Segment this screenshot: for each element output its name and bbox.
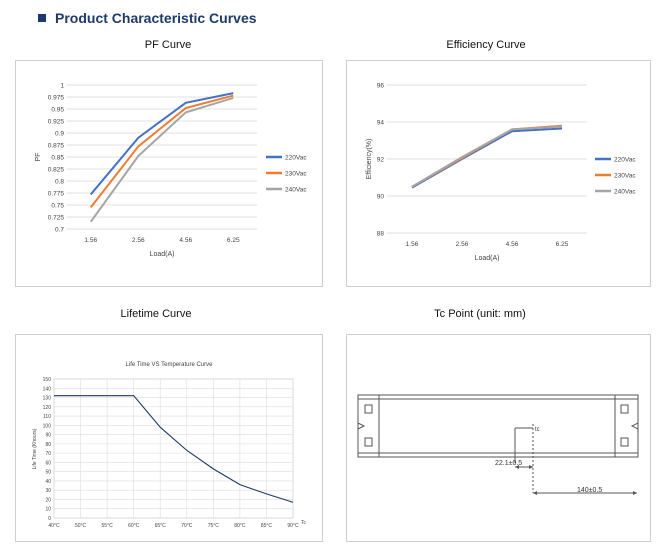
series-line-240Vac xyxy=(89,97,234,223)
y-tick-label: 0.9 xyxy=(55,131,64,138)
x-tick-label: 70°C xyxy=(181,523,193,529)
series-line-230Vac xyxy=(411,124,563,188)
x-axis-label: Tc xyxy=(301,520,307,526)
y-tick-label: 10 xyxy=(45,507,51,513)
y-tick-label: 150 xyxy=(43,377,52,383)
tc-dimension-22: 22.1±0.5 xyxy=(495,460,522,467)
x-tick-label: 4.56 xyxy=(179,237,192,244)
y-tick-label: 40 xyxy=(45,479,51,485)
efficiency-chart: 88 90 92 94 96 1.56 2.56 4.56 6.25 Load(A) Efficie… xyxy=(366,83,636,263)
housing-outline xyxy=(357,394,639,458)
y-tick-label: 94 xyxy=(377,120,385,127)
left-slot-bottom xyxy=(364,437,373,447)
y-tick-label: 0.925 xyxy=(48,119,65,126)
header-square-icon xyxy=(38,14,46,22)
legend-label: 240Vac xyxy=(285,187,307,194)
section-title: Product Characteristic Curves xyxy=(55,10,257,26)
pf-chart: 0.7 0.725 0.75 0.775 0.8 0.825 0.85 0.875 0.9 0.9… xyxy=(35,83,307,259)
x-tick-label: 1.56 xyxy=(84,237,97,244)
pf-curve-title: PF Curve xyxy=(144,39,192,51)
x-tick-label: 60°C xyxy=(128,523,140,529)
section-header: Product Characteristic Curves xyxy=(38,10,257,26)
x-axis-label: Load(A) xyxy=(475,255,500,262)
y-tick-label: 120 xyxy=(43,405,52,411)
y-tick-label: 130 xyxy=(43,396,52,402)
y-tick-label: 0.975 xyxy=(48,95,65,102)
lifetime-chart-panel: 0 10 20 30 40 50 60 70 80 90 100 110 120 130 140 150 40°… xyxy=(15,334,323,542)
left-slot-top xyxy=(364,404,373,414)
tc-point-title: Tc Point (unit: mm) xyxy=(434,308,526,320)
x-tick-label: 6.25 xyxy=(556,241,569,248)
y-tick-label: 88 xyxy=(377,231,385,238)
tc-dimension-140: 140±0.5 xyxy=(577,487,602,494)
series-line-220Vac xyxy=(89,92,234,196)
x-tick-label: 50°C xyxy=(75,523,87,529)
y-tick-label: 90 xyxy=(377,194,385,201)
x-tick-label: 1.56 xyxy=(406,241,419,248)
y-tick-label: 0.775 xyxy=(48,191,65,198)
x-tick-label: 85°C xyxy=(261,523,273,529)
y-axis-label: PF xyxy=(35,153,42,162)
y-tick-label: 140 xyxy=(43,386,52,392)
y-tick-label: 80 xyxy=(45,442,51,448)
y-tick-label: 0.85 xyxy=(51,155,64,162)
tc-drawing-panel: tc 22.1±0.5 140±0.5 xyxy=(346,334,651,542)
x-tick-label: 90°C xyxy=(287,523,299,529)
legend-label: 230Vac xyxy=(614,173,636,180)
plot-area xyxy=(53,378,294,519)
tc-drawing: tc 22.1±0.5 140±0.5 xyxy=(357,394,639,495)
lifetime-chart: 0 10 20 30 40 50 60 70 80 90 100 110 120 130 140 150 40°… xyxy=(32,362,307,529)
pf-chart-panel: 0.7 0.725 0.75 0.775 0.8 0.825 0.85 0.875 0.9 0.9… xyxy=(15,60,323,287)
y-tick-label: 100 xyxy=(43,423,52,429)
y-tick-label: 1 xyxy=(60,83,64,90)
y-tick-label: 0.7 xyxy=(55,227,64,234)
y-tick-label: 30 xyxy=(45,488,51,494)
y-tick-label: 90 xyxy=(45,433,51,439)
y-tick-label: 0.825 xyxy=(48,167,65,174)
efficiency-chart-panel: 88 90 92 94 96 1.56 2.56 4.56 6.25 Load(A) Efficie… xyxy=(346,60,651,287)
y-tick-label: 0 xyxy=(48,516,51,522)
x-axis-label: Load(A) xyxy=(150,251,175,258)
y-tick-label: 70 xyxy=(45,451,51,457)
x-tick-label: 80°C xyxy=(234,523,246,529)
tc-point-label: tc xyxy=(535,427,540,433)
x-tick-label: 55°C xyxy=(102,523,114,529)
series-line-220Vac xyxy=(411,127,563,189)
y-tick-label: 0.725 xyxy=(48,215,65,222)
right-slot-bottom xyxy=(620,437,629,447)
series-line-230Vac xyxy=(89,94,234,209)
x-tick-label: 2.56 xyxy=(132,237,145,244)
right-slot-top xyxy=(620,404,629,414)
x-tick-label: 40°C xyxy=(48,523,60,529)
lifetime-curve-title: Lifetime Curve xyxy=(120,308,192,320)
y-tick-label: 20 xyxy=(45,497,51,503)
series-line-240Vac xyxy=(411,125,563,188)
lifetime-line xyxy=(54,395,294,503)
efficiency-curve-title: Efficiency Curve xyxy=(446,39,526,51)
legend-label: 240Vac xyxy=(614,189,636,196)
x-tick-label: 2.56 xyxy=(456,241,469,248)
chart-title: Life Time VS Temperature Curve xyxy=(126,362,214,368)
legend-label: 220Vac xyxy=(614,157,636,164)
y-axis-label: Efficiency(%) xyxy=(366,139,373,180)
y-tick-label: 0.95 xyxy=(51,107,64,114)
x-tick-label: 6.25 xyxy=(227,237,240,244)
y-tick-label: 0.8 xyxy=(55,179,64,186)
y-tick-label: 110 xyxy=(43,414,51,420)
x-tick-label: 75°C xyxy=(208,523,220,529)
y-tick-label: 0.75 xyxy=(51,203,64,210)
y-tick-label: 60 xyxy=(45,460,51,466)
x-tick-label: 65°C xyxy=(155,523,167,529)
y-axis-label: Life Time (Khours) xyxy=(32,428,38,469)
legend-label: 230Vac xyxy=(285,171,307,178)
legend-label: 220Vac xyxy=(285,155,307,162)
x-tick-label: 4.56 xyxy=(506,241,519,248)
y-tick-label: 96 xyxy=(377,83,385,90)
y-tick-label: 50 xyxy=(45,470,51,476)
y-tick-label: 0.875 xyxy=(48,143,65,150)
y-tick-label: 92 xyxy=(377,157,385,164)
